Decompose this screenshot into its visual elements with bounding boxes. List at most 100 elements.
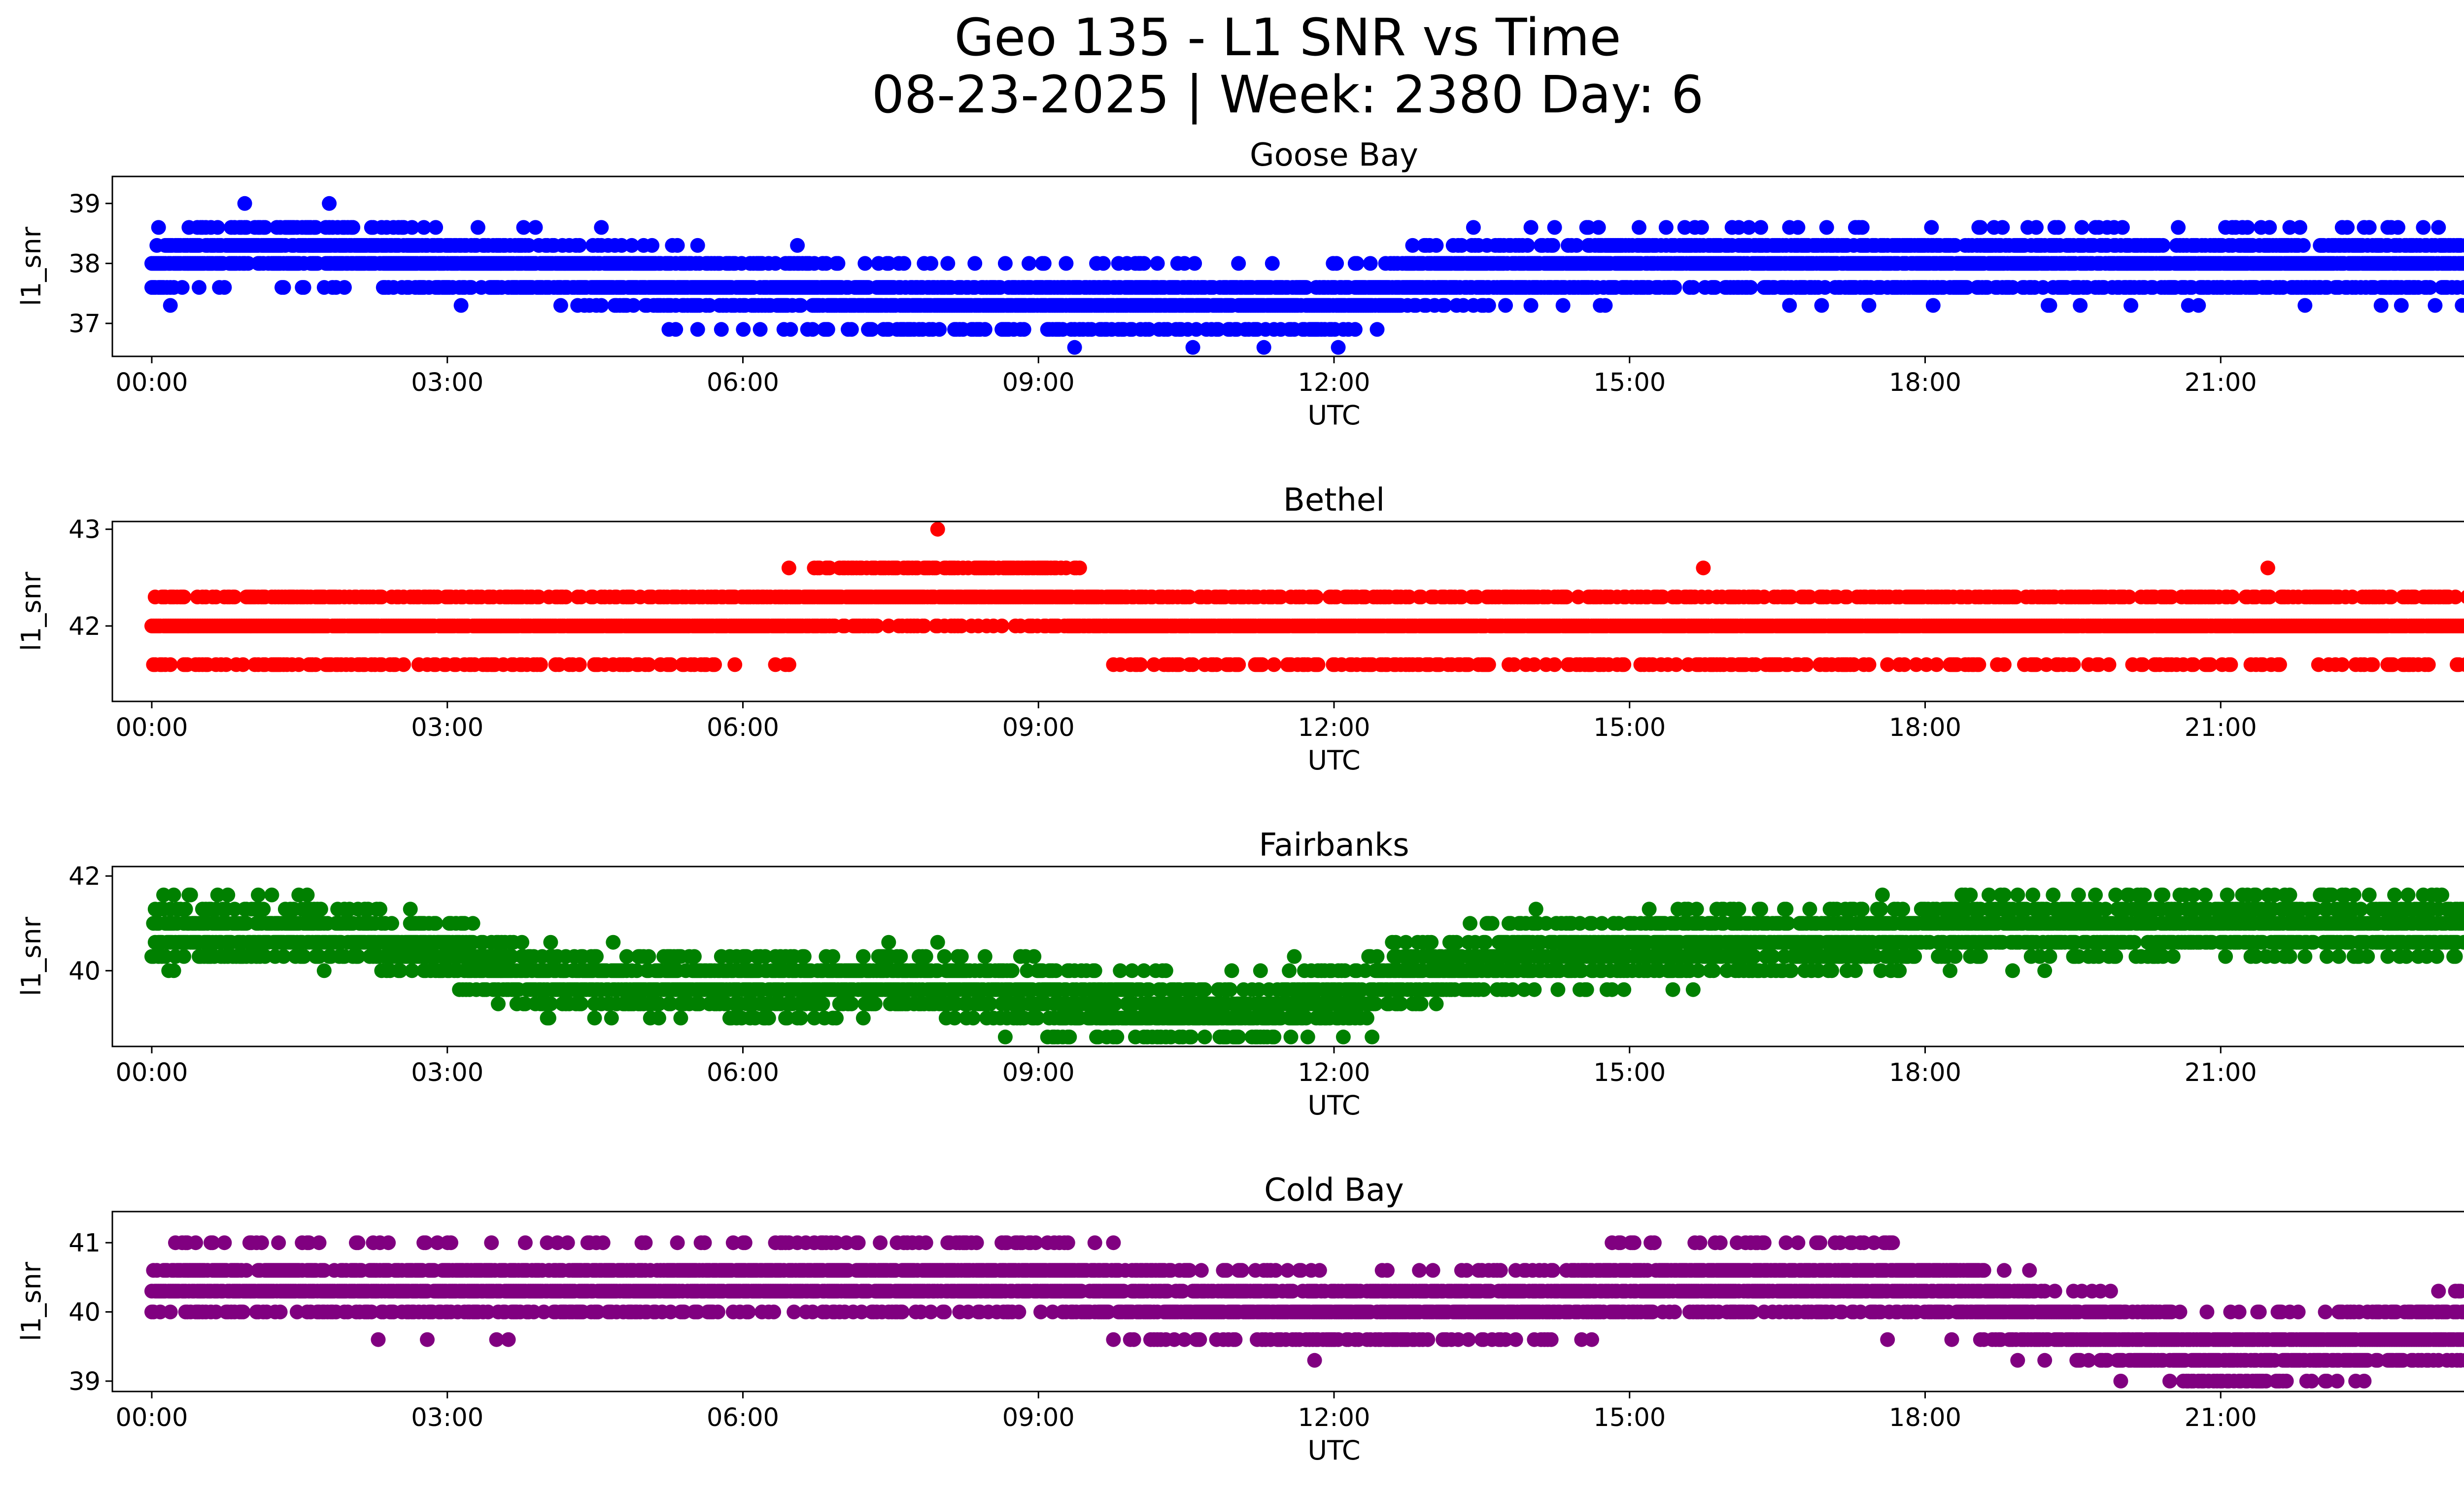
data-point [1036, 256, 1052, 271]
data-point [1347, 322, 1363, 337]
data-point [396, 657, 411, 672]
data-point [1136, 256, 1152, 271]
data-point [428, 220, 444, 235]
data-point [2340, 220, 2355, 235]
data-point [932, 322, 947, 337]
data-point [1658, 220, 1674, 235]
data-point [830, 256, 846, 271]
data-point [1696, 560, 1711, 576]
data-point [1520, 238, 1535, 253]
panel-bethel: 00:00 03:00 06:00 09:00 12:00 15:00 18:00 21:00… [16, 482, 2464, 776]
data-point [533, 657, 548, 672]
data-point [1861, 657, 1877, 672]
data-point [1189, 322, 1204, 337]
data-point [1632, 220, 1646, 235]
data-point [783, 322, 798, 337]
data-point [645, 238, 660, 253]
y-tick-label: 37 [68, 310, 101, 339]
data-point [805, 322, 820, 337]
x-tick-label: 03:00 [411, 368, 483, 397]
data-point [896, 256, 912, 271]
y-tick-label: 39 [68, 190, 101, 219]
data-point [1211, 322, 1226, 337]
data-point [237, 196, 252, 211]
data-point [1349, 256, 1365, 271]
data-point [1177, 256, 1192, 271]
data-point [1547, 220, 1562, 235]
data-point [1782, 298, 1797, 313]
data-point [2042, 298, 2057, 313]
data-point [690, 322, 705, 337]
data-point [1133, 657, 1148, 672]
data-point [1995, 220, 2010, 235]
data-point [1667, 280, 1682, 295]
data-point [1929, 657, 1944, 672]
data-point [940, 256, 956, 271]
data-point [1072, 560, 1087, 576]
data-point [1753, 220, 1768, 235]
x-tick-label: 21:00 [2185, 368, 2257, 397]
data-point [1466, 220, 1481, 235]
data-point [192, 280, 206, 295]
x-axis-label: UTC [1307, 400, 1360, 431]
data-point [405, 220, 420, 235]
data-point [1187, 256, 1202, 271]
panel-goose-bay: 00:00 03:00 06:00 09:00 12:00 15:00 18:00 21:00… [16, 137, 2464, 431]
data-point [1694, 220, 1709, 235]
data-point [2191, 298, 2206, 313]
data-point [881, 256, 896, 271]
data-point [217, 280, 232, 295]
data-point [296, 280, 311, 295]
data-point [528, 220, 543, 235]
data-point [1067, 340, 1082, 355]
data-point [1429, 238, 1444, 253]
data-point [857, 256, 873, 271]
data-point [470, 220, 485, 235]
data-point [1231, 657, 1246, 672]
data-point [210, 220, 225, 235]
data-point [1555, 298, 1571, 313]
data-point [2455, 298, 2464, 313]
data-point [1591, 220, 1606, 235]
data-point [163, 657, 178, 672]
data-point [1819, 220, 1834, 235]
data-point [924, 256, 938, 271]
data-point [1799, 657, 1814, 672]
data-point [1814, 298, 1829, 313]
data-point [1095, 256, 1111, 271]
data-point [1150, 256, 1165, 271]
x-tick-label: 15:00 [1593, 368, 1666, 397]
x-tick-label: 12:00 [1298, 368, 1370, 397]
data-point [1498, 298, 1513, 313]
data-point [594, 298, 609, 313]
data-point [690, 238, 705, 253]
data-point [1545, 238, 1561, 253]
data-point [2391, 220, 2405, 235]
data-point [844, 322, 859, 337]
data-point [176, 590, 192, 605]
data-point [930, 522, 945, 537]
y-tick-label: 38 [68, 249, 101, 278]
data-point [702, 298, 717, 313]
data-point [2074, 220, 2089, 235]
data-point [2115, 220, 2130, 235]
data-point [2029, 220, 2044, 235]
data-point [1743, 280, 1758, 295]
data-point [151, 220, 166, 235]
figure-title-line2: 08-23-2025 | Week: 2380 Day: 6 [871, 65, 1704, 125]
data-point [2295, 238, 2311, 253]
data-point [668, 322, 684, 337]
x-tick-label: 18:00 [1889, 368, 1961, 397]
data-point [322, 196, 337, 211]
data-point [790, 238, 805, 253]
data-point [670, 238, 685, 253]
data-point [1616, 657, 1632, 672]
data-point [1924, 220, 1939, 235]
data-point [1022, 256, 1036, 271]
data-point [2051, 220, 2066, 235]
data-point [1523, 298, 1539, 313]
data-point [1256, 340, 1271, 355]
data-point [1790, 220, 1806, 235]
data-point [626, 298, 641, 313]
data-point [1016, 322, 1031, 337]
